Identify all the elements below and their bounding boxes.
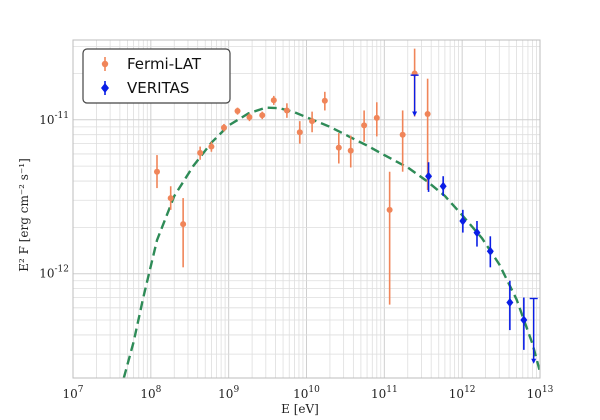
data-point: [473, 228, 481, 238]
data-point: [180, 221, 187, 228]
data-point: [486, 246, 494, 256]
x-tick-label: 108: [140, 385, 161, 401]
data-point: [296, 129, 303, 136]
data-point: [459, 216, 467, 226]
upper-limit-arrow: [412, 111, 418, 117]
upper-limit-arrow: [531, 358, 537, 364]
model-curve: [122, 106, 542, 379]
y-tick-label: 10-11: [39, 111, 69, 127]
data-point: [347, 147, 354, 154]
x-tick-label: 109: [218, 385, 239, 401]
series-fermi-lat: [153, 48, 431, 305]
x-tick-label: 107: [62, 385, 83, 401]
data-point: [386, 206, 393, 213]
legend-label: Fermi-LAT: [127, 55, 202, 73]
data-point: [506, 297, 514, 307]
data-point: [270, 97, 277, 104]
legend-marker: [101, 60, 109, 68]
y-axis-label: E² F [erg cm⁻² s⁻¹]: [17, 158, 31, 272]
x-tick-label: 1010: [293, 385, 320, 401]
x-tick-label: 1012: [449, 385, 476, 401]
data-point: [220, 124, 227, 131]
data-point: [309, 118, 316, 125]
data-point: [259, 112, 266, 119]
data-point: [361, 122, 368, 129]
x-axis-label: E [eV]: [281, 402, 319, 416]
data-point: [399, 131, 406, 138]
legend-label: VERITAS: [127, 79, 189, 97]
legend-box: [82, 48, 231, 104]
data-point: [197, 149, 204, 156]
series-veritas: [425, 162, 528, 350]
data-points: [153, 48, 538, 364]
data-point: [208, 143, 215, 150]
data-point: [153, 168, 160, 175]
x-tick-label: 1011: [371, 385, 398, 401]
upper-limit: [529, 297, 538, 364]
data-point: [424, 111, 431, 118]
plot-frame: [72, 39, 541, 379]
data-point: [520, 315, 528, 325]
grid: [72, 40, 540, 378]
data-point: [335, 144, 342, 151]
data-point: [167, 195, 174, 202]
data-point: [321, 97, 328, 104]
legend-marker: [101, 83, 109, 93]
y-tick-label: 10-12: [39, 265, 69, 281]
upper-limit: [410, 74, 419, 117]
data-point: [425, 171, 433, 181]
data-point: [234, 108, 241, 115]
legend: Fermi-LAT VERITAS: [82, 48, 231, 104]
data-point: [439, 181, 447, 191]
x-tick-label: 1013: [527, 385, 554, 401]
model-curve-line: [122, 106, 542, 379]
data-point: [283, 107, 290, 114]
data-point: [373, 114, 380, 121]
data-point: [246, 114, 253, 121]
